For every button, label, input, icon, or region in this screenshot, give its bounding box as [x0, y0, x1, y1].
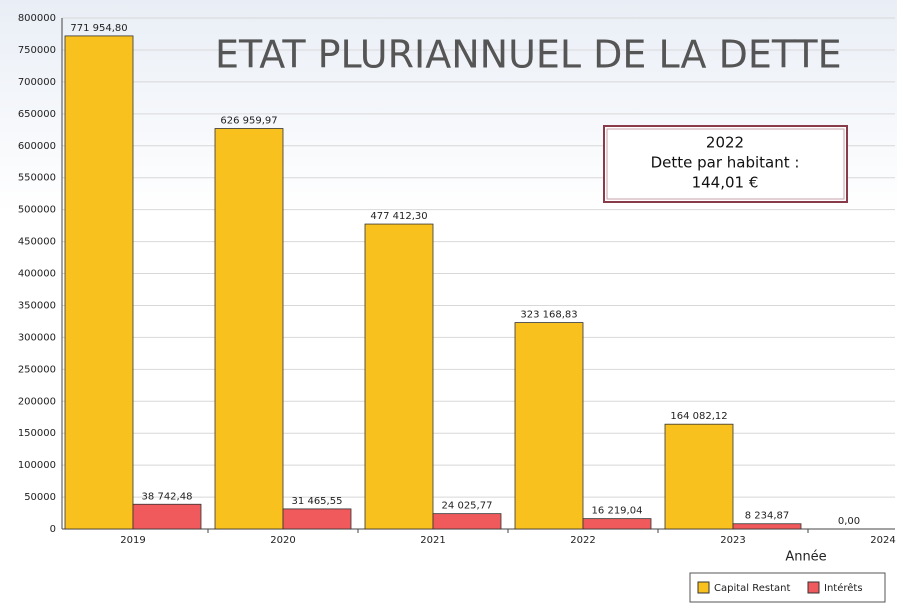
data-label: 771 954,80: [70, 23, 127, 34]
y-tick-label: 450000: [18, 237, 56, 248]
data-label: 31 465,55: [292, 496, 343, 507]
y-tick-label: 300000: [18, 332, 56, 343]
bar: [664, 423, 734, 530]
x-tick-label: 2019: [120, 535, 145, 546]
plot: 0 50000 100000 150000 200000 250000 300000 3500…: [18, 13, 895, 535]
x-tick-label: 2021: [420, 535, 445, 546]
data-label: 16 219,04: [592, 506, 643, 517]
data-label: 24 025,77: [442, 501, 493, 512]
x-tick-label: 2024: [870, 535, 895, 546]
legend-swatch: [807, 581, 820, 594]
bar: [282, 508, 352, 530]
y-tick-label: 150000: [18, 428, 56, 439]
y-tick-label: 200000: [18, 396, 56, 407]
y-tick-label: 800000: [18, 13, 56, 24]
y-tick-label: 400000: [18, 269, 56, 280]
annotation: 2022: [706, 134, 744, 152]
data-label: 38 742,48: [142, 491, 193, 502]
data-label: 626 959,97: [220, 116, 277, 127]
bar: [214, 128, 284, 530]
x-axis-label: Année: [785, 550, 826, 565]
legend-swatch: [697, 581, 710, 594]
annotation-box: [603, 125, 848, 203]
y-tick-label: 600000: [18, 141, 56, 152]
chart-title: ETAT PLURIANNUEL DE LA DETTE: [215, 33, 842, 77]
bar: [64, 35, 134, 530]
bar: [732, 523, 802, 530]
y-tick-label: 100000: [18, 460, 56, 471]
y-tick-label: 350000: [18, 300, 56, 311]
y-tick-label: 750000: [18, 45, 56, 56]
data-label: 0,00: [838, 516, 860, 527]
legend: [689, 572, 886, 603]
y-tick-label: 550000: [18, 173, 56, 184]
y-tick-label: 0: [50, 524, 56, 535]
annotation-inner: [606, 128, 845, 200]
bar: [364, 223, 434, 530]
data-label: 164 082,12: [670, 411, 727, 422]
bar: [432, 513, 502, 530]
x-tick-label: 2023: [720, 535, 745, 546]
bar: [582, 518, 652, 530]
x-tick-label: 2020: [270, 535, 295, 546]
data-label: 477 412,30: [370, 211, 427, 222]
data-label: 8 234,87: [745, 511, 790, 522]
data-label: 323 168,83: [520, 310, 577, 321]
y-tick-label: 700000: [18, 77, 56, 88]
x-tick-label: 2022: [570, 535, 595, 546]
y-tick-label: 650000: [18, 109, 56, 120]
legend-label: Intérêts: [824, 582, 863, 594]
annotation: 144,01 €: [692, 174, 759, 192]
legend-label: Capital Restant: [714, 583, 790, 594]
y-tick-label: 250000: [18, 364, 56, 375]
bar: [514, 322, 584, 530]
y-tick-label: 50000: [24, 492, 56, 503]
y-tick-label: 500000: [18, 205, 56, 216]
annotation: Dette par habitant :: [651, 154, 800, 172]
bar: [132, 503, 202, 530]
